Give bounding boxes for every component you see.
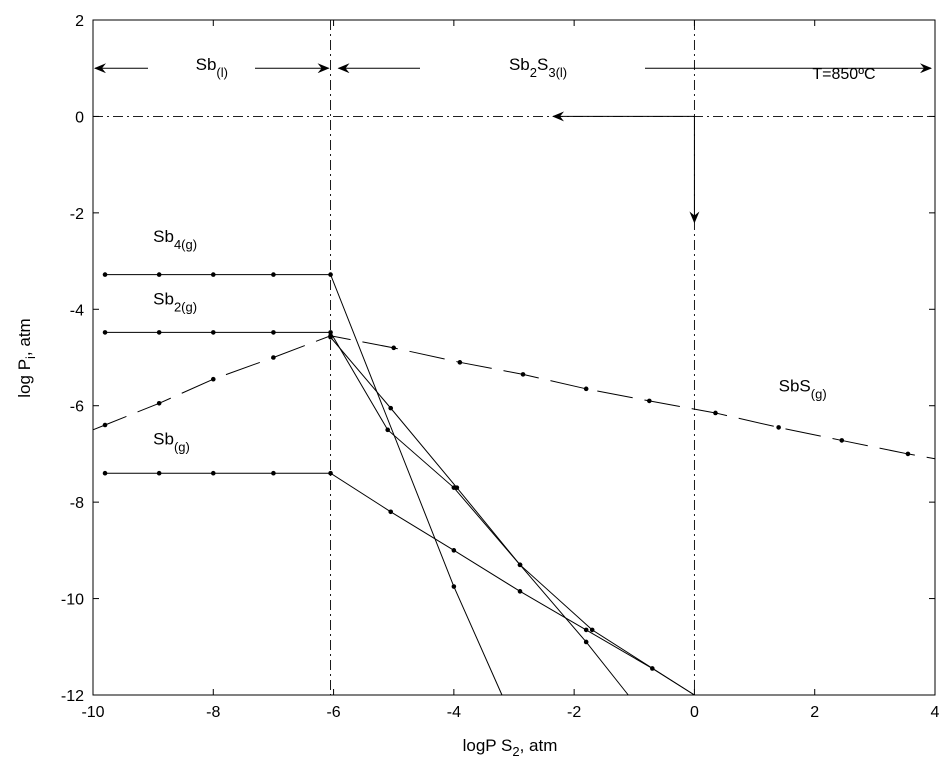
data-point	[457, 360, 463, 365]
data-point	[210, 376, 216, 382]
y-tick-label: -6	[70, 399, 84, 416]
data-point	[156, 330, 162, 335]
series-line	[105, 331, 629, 696]
x-tick-label: 4	[931, 704, 940, 721]
y-tick-label: -2	[70, 206, 84, 223]
y-tick-label: -12	[61, 688, 84, 705]
x-tick-label: -10	[81, 704, 104, 721]
series-label: Sb4(g)	[153, 227, 197, 252]
y-tick-label: -8	[70, 495, 84, 512]
y-tick-label: -4	[70, 302, 84, 319]
annotations: Sb(l) Sb2S3(l) Sb4(g) Sb2(g) Sb(g) SbS(g)	[94, 55, 932, 454]
data-point	[156, 470, 162, 476]
data-point	[328, 272, 333, 277]
data-point	[520, 372, 526, 377]
data-point	[328, 330, 333, 335]
data-point	[271, 355, 276, 360]
x-tick-label: -8	[206, 704, 220, 721]
data-point	[451, 584, 457, 589]
y-tick-label: 0	[75, 109, 84, 126]
data-point	[210, 470, 216, 476]
data-point	[388, 405, 394, 411]
x-tick-label: -2	[567, 704, 581, 721]
data-point	[271, 330, 276, 335]
data-point	[328, 470, 333, 476]
data-point	[271, 470, 276, 476]
temperature-label: T=850ºC	[812, 66, 875, 83]
data-point	[517, 589, 523, 594]
data-point	[328, 334, 333, 340]
data-point	[454, 485, 460, 490]
data-point	[713, 410, 718, 416]
data-point	[391, 345, 397, 351]
data-point	[905, 451, 911, 457]
series-label: Sb2(g)	[153, 289, 197, 314]
data-point	[271, 272, 276, 277]
x-tick-label: 2	[810, 704, 819, 721]
data-point	[839, 438, 845, 443]
data-point	[388, 509, 394, 515]
data-point	[156, 272, 162, 277]
series-line	[330, 336, 695, 696]
reference-lines	[93, 20, 935, 695]
data-point	[102, 330, 108, 335]
data-point	[517, 562, 523, 568]
data-point	[776, 425, 781, 430]
phase-label-sb2s3-liquid: Sb2S3(l)	[509, 55, 567, 80]
y-tick-label: -10	[61, 592, 84, 609]
data-point	[385, 427, 391, 433]
data-point	[647, 398, 652, 404]
series-layer	[92, 272, 936, 696]
series-label: SbS(g)	[779, 376, 827, 401]
x-tick-label: -6	[326, 704, 340, 721]
y-axis-label: log Pi, atm	[15, 318, 38, 397]
x-tick-label: 0	[690, 704, 699, 721]
data-point	[583, 386, 589, 392]
x-tick-label: -4	[447, 704, 461, 721]
data-point	[210, 330, 216, 335]
data-point	[210, 272, 216, 277]
data-point	[156, 401, 162, 406]
data-point	[102, 422, 108, 428]
data-point	[589, 627, 595, 633]
data-point	[583, 627, 589, 633]
data-point	[102, 470, 108, 476]
data-point	[583, 639, 589, 645]
axis-ticks: -10 -8 -6 -4 -2 0 2 4-12-10-8-6-4-202	[61, 13, 940, 721]
x-axis-label: logP S2, atm	[463, 736, 558, 759]
phase-label-sb-liquid: Sb(l)	[196, 55, 228, 80]
data-point	[451, 548, 457, 553]
series-line	[92, 335, 936, 460]
y-tick-label: 2	[75, 13, 84, 30]
series-label: Sb(g)	[153, 429, 190, 454]
plot-area	[92, 19, 936, 696]
data-point	[102, 272, 108, 277]
